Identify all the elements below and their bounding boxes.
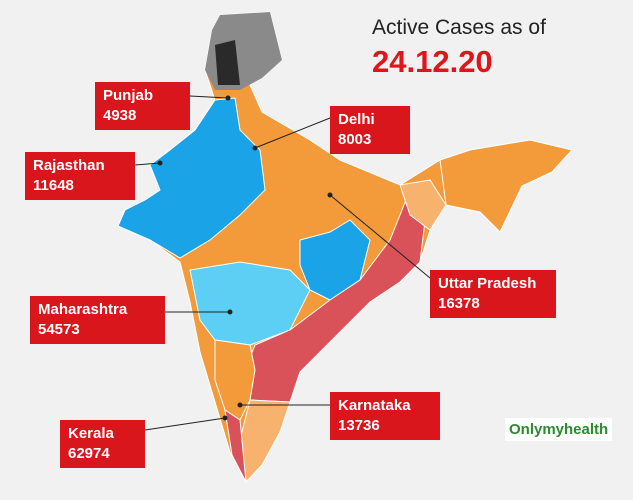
leader-line [254,117,331,149]
state-label: Delhi 8003 [330,106,410,154]
state-cases: 8003 [338,131,372,148]
leader-dot [222,415,228,421]
leader-dot [237,402,243,408]
state-name: Punjab [103,87,154,104]
leader-dot [252,145,258,151]
state-name: Delhi [338,111,375,128]
leader-line [144,417,226,431]
state-label: Maharashtra 54573 [30,296,165,344]
state-label: Karnataka 13736 [330,392,440,440]
state-label: Rajasthan 11648 [25,152,135,200]
kerala-region [224,408,247,483]
state-label: Punjab 4938 [95,82,190,130]
state-label: Kerala 62974 [60,420,145,468]
leader-dot [227,309,233,315]
state-cases: 54573 [38,321,80,338]
leader-dot [327,192,333,198]
date: 24.12.20 [372,44,493,79]
state-cases: 4938 [103,107,137,124]
rajasthan-region [117,97,266,259]
state-cases: 16378 [438,295,480,312]
title: Active Cases as of [372,16,546,39]
west-bengal-region [399,179,447,231]
state-cases: 11648 [33,177,74,194]
state-label: Uttar Pradesh 16378 [430,270,556,318]
state-name: Kerala [68,425,114,442]
logo: Onlymyhealth [505,418,613,441]
ladakh-region [215,40,240,85]
state-name: Rajasthan [33,157,105,174]
state-cases: 62974 [68,445,110,462]
state-cases: 13736 [338,417,380,434]
tamilnadu-region [239,399,291,484]
karnataka-region [214,339,256,421]
leader-line [134,162,161,166]
state-name: Maharashtra [38,301,128,318]
north-east-region [439,139,573,233]
leader-dot [157,160,163,166]
state-name: Uttar Pradesh [438,275,537,292]
leader-dot [225,95,231,101]
state-name: Karnataka [338,397,411,414]
leader-line [189,95,229,99]
leader-lines [134,95,431,431]
leader-line [329,194,431,279]
